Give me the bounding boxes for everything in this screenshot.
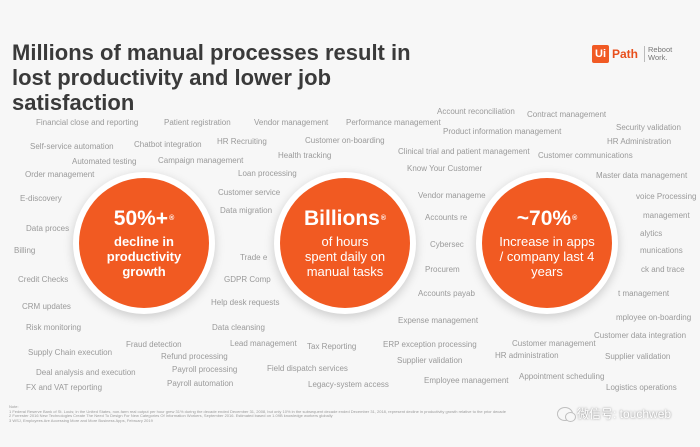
stat-line: manual tasks: [306, 264, 384, 279]
background-process-label: Chatbot integration: [134, 140, 202, 149]
background-process-label: Field dispatch services: [267, 364, 348, 373]
background-process-label: Self-service automation: [30, 142, 114, 151]
background-process-label: Fraud detection: [126, 340, 182, 349]
stat-circle-apps: ~70%® Increase in apps / company last 4 …: [482, 178, 612, 308]
background-process-label: Deal analysis and execution: [36, 368, 136, 377]
background-process-label: Employee management: [424, 376, 509, 385]
background-process-label: HR Administration: [607, 137, 672, 146]
background-process-label: Master data management: [596, 171, 688, 180]
background-process-label: Risk monitoring: [26, 323, 82, 332]
background-process-label: Data proces: [26, 224, 70, 233]
background-process-label: munications: [640, 246, 683, 255]
background-process-label: Account reconciliation: [437, 107, 515, 116]
background-process-label: Performance management: [346, 118, 441, 127]
background-process-label: Lead management: [230, 339, 297, 348]
background-process-label: t management: [618, 289, 670, 298]
background-process-label: Credit Checks: [18, 275, 69, 284]
background-process-label: Data migration: [220, 206, 273, 215]
background-process-label: Tax Reporting: [307, 342, 357, 351]
background-process-label: HR administration: [495, 351, 559, 360]
background-process-label: Financial close and reporting: [36, 118, 139, 127]
footnote-label: Note:: [9, 404, 19, 409]
background-process-label: Vendor management: [254, 118, 329, 127]
wechat-icon: [557, 406, 576, 422]
background-process-label: Order management: [25, 170, 95, 179]
background-process-label: Supplier validation: [605, 352, 671, 361]
background-process-label: Cybersec: [430, 240, 464, 249]
background-process-label: Security validation: [616, 123, 681, 132]
background-process-label: Patient registration: [164, 118, 231, 127]
stat-line: decline in: [114, 234, 174, 249]
background-process-label: Campaign management: [158, 156, 244, 165]
wechat-watermark: 微信号: touchweb: [557, 405, 671, 422]
background-process-label: FX and VAT reporting: [26, 383, 103, 392]
background-process-label: Health tracking: [278, 151, 332, 160]
background-process-label: Customer service: [218, 188, 281, 197]
background-process-label: Legacy-system access: [308, 380, 389, 389]
footnote-line: 1 Federal Reserve Bank of St. Louis; in …: [9, 408, 506, 414]
stat-line: of hours: [321, 234, 369, 249]
stat-circle-hours: Billions® of hours spent daily on manual…: [280, 178, 410, 308]
stat-headline: Billions®: [303, 207, 386, 230]
background-process-label: Customer management: [512, 339, 596, 348]
background-process-label: Logistics operations: [606, 383, 677, 392]
footnote-line: 3 WSJ, Employees Are Accessing More and …: [9, 417, 153, 423]
stat-line: spent daily on: [304, 249, 386, 264]
footnote-line: 2 Forrester 2016 New Technologies Create…: [9, 413, 333, 418]
page-title: Millions of manual processes result in l…: [12, 40, 411, 115]
background-process-label: Product information management: [443, 127, 562, 136]
background-process-label: ck and trace: [641, 265, 685, 274]
stat-headline: ~70%®: [516, 207, 578, 230]
background-process-label: Payroll automation: [167, 379, 234, 388]
background-process-label: Vendor manageme: [418, 191, 486, 200]
stat-line: Increase in apps: [499, 234, 595, 249]
uipath-logo: Ui Path Reboot Work.: [592, 45, 678, 63]
stat-circle-productivity: 50%+® decline in productivity growth: [79, 178, 209, 308]
background-process-label: Automated testing: [72, 157, 137, 166]
background-process-label: management: [643, 211, 690, 220]
background-process-label: Customer communications: [538, 151, 633, 160]
background-process-label: Expense management: [398, 316, 479, 325]
background-process-label: GDPR Comp: [224, 275, 271, 284]
background-process-label: Billing: [14, 246, 36, 255]
logo-text: Path: [612, 47, 639, 61]
watermark-text: 微信号: touchweb: [577, 407, 672, 421]
background-process-label: Accounts re: [425, 213, 468, 222]
background-process-label: E-discovery: [20, 194, 62, 203]
background-process-label: HR Recruiting: [217, 137, 267, 146]
background-process-label: CRM updates: [22, 302, 71, 311]
background-process-label: Payroll processing: [172, 365, 238, 374]
stat-line: productivity: [106, 249, 182, 264]
stat-line: / company last 4: [499, 249, 595, 264]
logo-tagline: Reboot Work.: [644, 46, 678, 62]
stat-line: growth: [122, 264, 166, 279]
background-process-label: Help desk requests: [211, 298, 280, 307]
footnote: Note: 1 Federal Reserve Bank of St. Loui…: [9, 404, 506, 423]
background-process-label: Trade e: [240, 253, 268, 262]
background-process-label: Supplier validation: [397, 356, 463, 365]
background-process-label: Appointment scheduling: [519, 372, 605, 381]
background-process-label: Clinical trial and patient management: [398, 147, 530, 156]
background-process-label: Data cleansing: [212, 323, 265, 332]
background-process-label: Know Your Customer: [407, 164, 483, 173]
background-process-label: Customer on-boarding: [305, 136, 385, 145]
background-process-label: Procurem: [425, 265, 460, 274]
background-process-label: Supply Chain execution: [28, 348, 113, 357]
background-process-label: alytics: [640, 229, 663, 238]
background-process-label: Customer data integration: [594, 331, 687, 340]
background-process-label: Refund processing: [161, 352, 228, 361]
background-process-label: voice Processing: [636, 192, 697, 201]
background-process-label: mployee on-boarding: [616, 313, 692, 322]
logo-box: Ui: [592, 45, 609, 63]
background-process-label: Loan processing: [238, 169, 297, 178]
stat-headline: 50%+®: [113, 207, 175, 230]
background-process-label: Contract management: [527, 110, 607, 119]
background-process-label: ERP exception processing: [383, 340, 477, 349]
stat-line: years: [531, 264, 563, 279]
background-process-label: Accounts payab: [418, 289, 475, 298]
